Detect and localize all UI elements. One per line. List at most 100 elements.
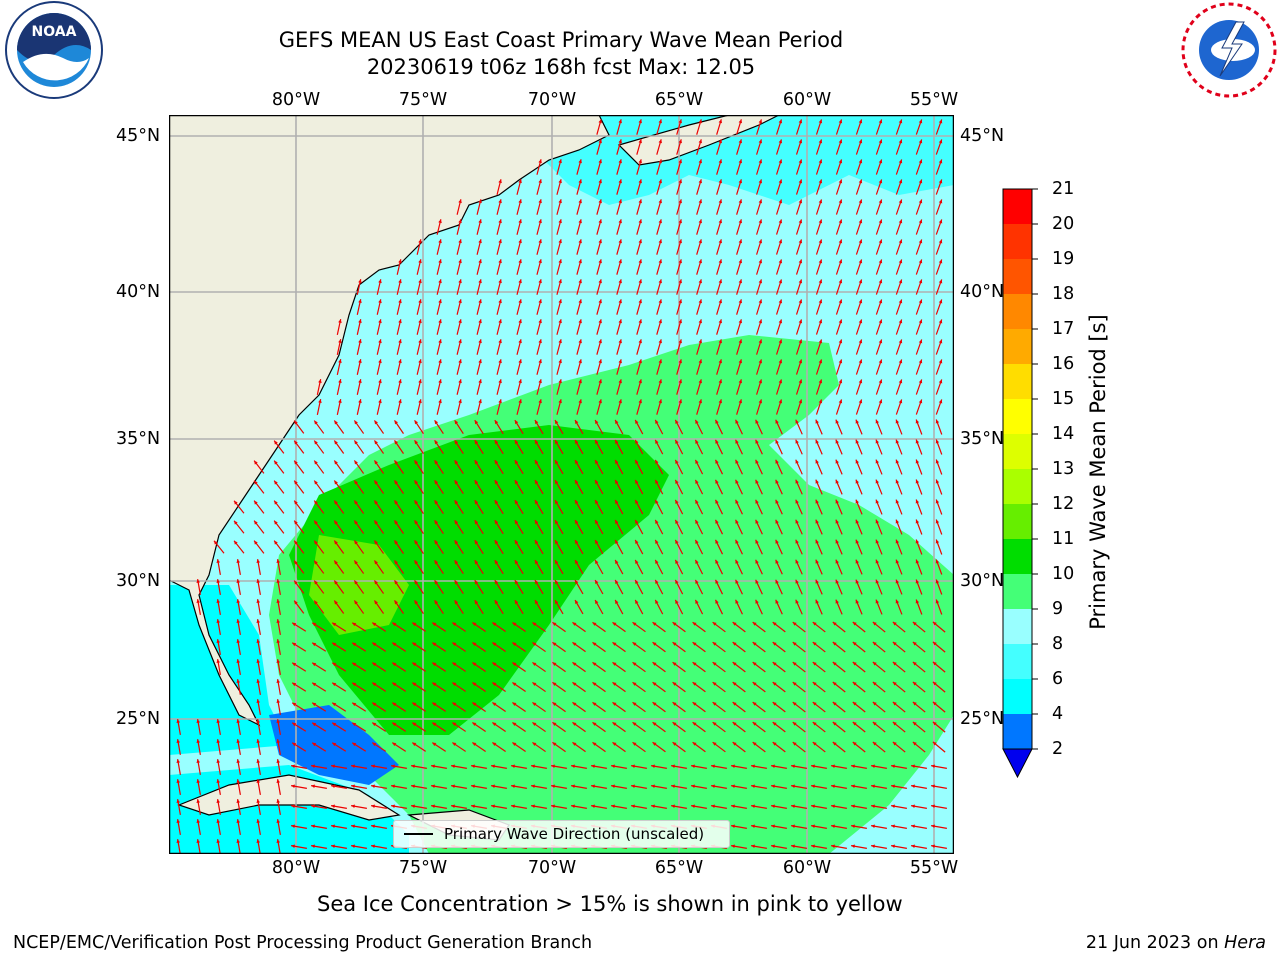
wave-arrow-head [292,742,297,747]
wave-arrow-head [176,799,181,803]
wave-arrow-head [434,540,439,545]
wave-arrow-head [276,819,281,823]
wave-arrow-head [818,379,823,384]
wave-arrow-head [552,682,557,686]
colorbar-tick-label: 15 [1052,389,1075,409]
wave-arrow-head [575,560,579,565]
wave-arrow-head [492,742,497,747]
wave-arrow-head [312,622,317,627]
wave-arrow-head [575,580,579,585]
wave-arrow-head [875,439,880,444]
wave-arrow-head [835,579,839,584]
wave-arrow-head [276,779,281,783]
wave-arrow-head [314,580,318,585]
wave-arrow-head [758,359,763,364]
wave-arrow-head [815,579,819,584]
wave-arrow-head [572,682,577,686]
wave-arrow-head [374,500,378,505]
wave-arrow-head [875,539,880,544]
wave-arrow-head [792,682,797,686]
wave-arrow-head [598,219,602,224]
wave-arrow-head [798,359,803,364]
wave-arrow-head [534,560,539,565]
wave-arrow-head [878,299,883,304]
wave-arrow-head [732,622,737,626]
wave-arrow-head [378,359,382,364]
wave-arrow-head [312,662,317,667]
wave-arrow-head [892,701,897,706]
wave-arrow-head [438,399,442,404]
wave-arrow-head [378,379,382,384]
wave-arrow-head [935,599,940,604]
wave-arrow-head [698,179,703,184]
wave-arrow-head [311,824,315,829]
wave-arrow-head [818,319,823,324]
wave-arrow-head [738,239,743,244]
wave-arrow-head [314,420,318,425]
wave-arrow-head [812,702,817,706]
wave-arrow-head [578,399,582,404]
wave-arrow-head [292,682,297,687]
wave-arrow-head [452,642,457,647]
wave-arrow-head [875,599,880,604]
wave-arrow-head [635,599,639,604]
wave-arrow-head [494,420,499,425]
wave-arrow-head [752,702,757,706]
wave-arrow-head [371,824,375,829]
wave-arrow-head [875,559,880,564]
wave-arrow-head [698,159,703,164]
wave-arrow-head [591,804,595,809]
wave-arrow-head [518,279,522,284]
wave-arrow-head [291,784,295,789]
colorbar-segment [1003,469,1032,504]
wave-arrow-head [492,702,497,707]
colorbar-segment [1003,679,1032,714]
wave-arrow-head [632,742,637,746]
wave-arrow-head [418,259,422,264]
wave-arrow-head [372,662,377,667]
wave-arrow-head [775,459,779,464]
wave-arrow-head [314,560,318,565]
wave-arrow-head [815,539,819,544]
wave-arrow-head [592,742,597,746]
wave-arrow-head [598,139,602,144]
wave-arrow-head [918,179,923,184]
wave-arrow-head [294,500,298,505]
wave-arrow-head [891,844,895,849]
wave-arrow-head [274,500,278,505]
wave-arrow-head [855,459,859,464]
wave-arrow-head [352,622,357,627]
wave-arrow-head [775,439,779,444]
wave-arrow-head [858,339,863,344]
wave-arrow-head [314,480,318,485]
wave-arrow-head [875,479,880,484]
wave-arrow-head [772,722,777,726]
colorbar [1002,188,1038,779]
wave-arrow-head [718,239,723,244]
wave-arrow-head [512,622,517,626]
wave-arrow-head [932,701,937,706]
wave-arrow-head [738,379,743,384]
wave-arrow-head [254,480,258,485]
wave-arrow-head [911,844,915,849]
wave-arrow-head [578,379,582,384]
wave-arrow-head [216,759,221,763]
wave-arrow-head [274,440,278,445]
wave-arrow-head [196,779,201,783]
wave-arrow-head [792,702,797,706]
wave-arrow-head [878,399,883,404]
wave-arrow-head [236,719,241,723]
wave-arrow-head [638,359,642,364]
wave-arrow-head [478,259,482,264]
wave-arrow-head [818,219,823,224]
wave-arrow-head [432,742,437,747]
wave-arrow-head [715,459,719,464]
wave-arrow-head [678,179,683,184]
wave-arrow-head [735,439,739,444]
wave-arrow-head [898,239,903,244]
wave-arrow-head [898,359,903,364]
wave-arrow-head [758,279,763,284]
wave-arrow-head [458,259,462,264]
wave-arrow-head [938,319,943,324]
wave-arrow-head [611,804,615,809]
